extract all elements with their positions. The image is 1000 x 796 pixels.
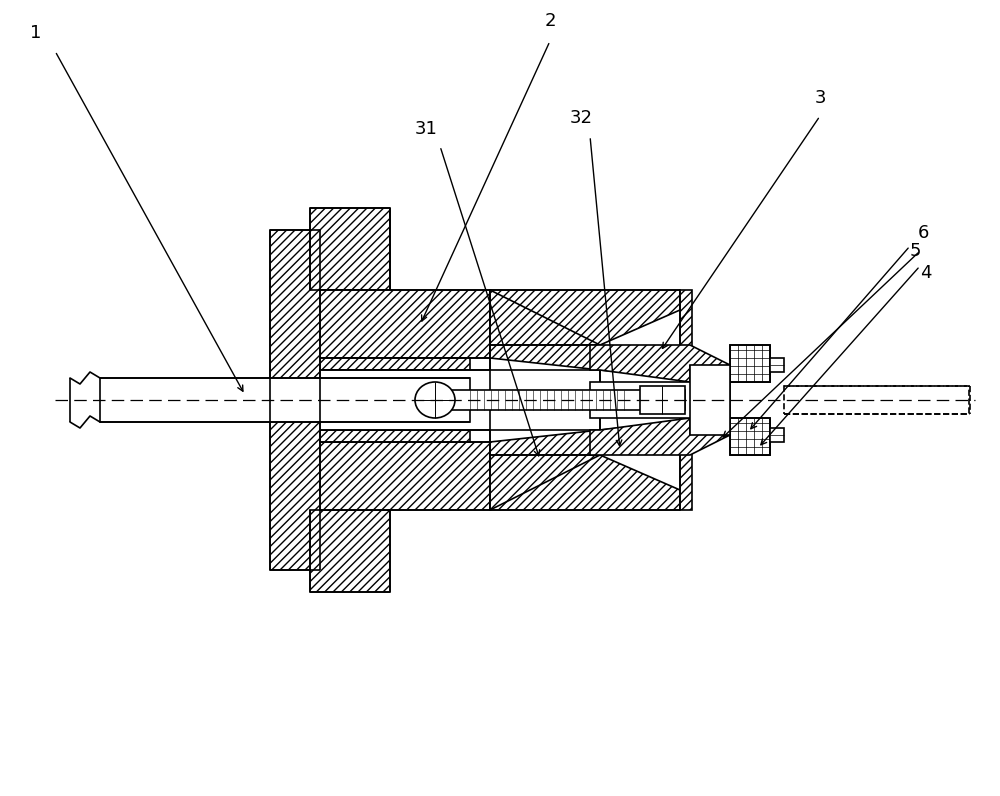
Polygon shape [490,290,680,345]
Bar [640,386,685,414]
Polygon shape [490,455,680,510]
Bar [770,358,784,372]
Bar [320,358,470,370]
Bar [730,418,770,455]
Text: 1: 1 [30,24,41,42]
Bar [770,428,784,442]
Bar [730,345,770,382]
Bar [320,290,490,358]
Bar [320,430,470,442]
Polygon shape [490,290,600,370]
Bar [310,510,390,592]
Text: 6: 6 [918,224,929,242]
Polygon shape [600,345,720,382]
Bar [590,382,730,418]
Bar [784,386,969,414]
Polygon shape [600,418,720,455]
Bar [680,290,692,510]
Bar [270,230,325,570]
Bar [320,370,600,430]
Bar [730,418,770,455]
Polygon shape [590,418,730,455]
Text: 5: 5 [910,242,922,260]
Text: 4: 4 [920,264,932,282]
Ellipse shape [415,382,455,418]
Bar [730,345,770,382]
Text: 2: 2 [545,12,556,30]
Text: 3: 3 [815,89,826,107]
Text: 32: 32 [570,109,593,127]
Bar [690,365,730,435]
Bar [100,378,470,422]
Bar [320,442,490,510]
Bar [310,208,390,290]
Text: 31: 31 [415,120,438,138]
Bar [420,390,685,410]
Polygon shape [590,345,730,382]
Polygon shape [490,430,600,510]
